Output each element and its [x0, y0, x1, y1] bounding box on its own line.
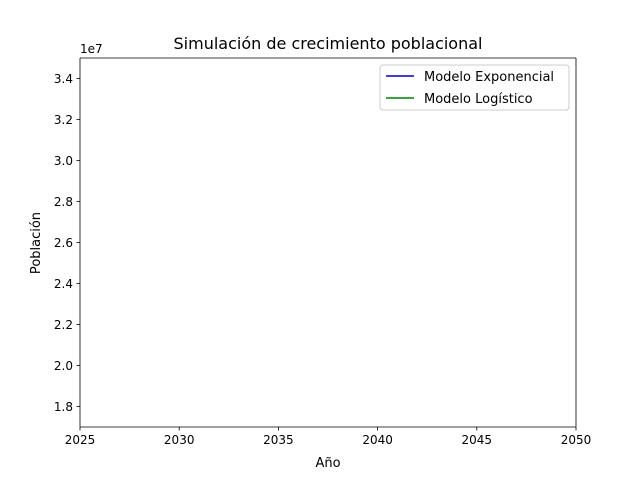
y-offset-label: 1e7 [80, 42, 103, 56]
y-tick-label: 1.8 [54, 400, 73, 414]
chart-title: Simulación de crecimiento poblacional [174, 34, 483, 53]
x-tick-label: 2035 [263, 433, 294, 447]
y-axis-label: Población [29, 212, 44, 274]
x-tick-label: 2050 [561, 433, 592, 447]
legend-box [379, 64, 570, 111]
y-tick-label: 3.4 [54, 72, 73, 86]
y-tick-label: 2.6 [54, 236, 73, 250]
plot-area [80, 58, 576, 427]
y-tick-label: 3.0 [54, 154, 73, 168]
legend-label-logistico: Modelo Logístico [424, 92, 533, 107]
y-tick-label: 3.2 [54, 113, 73, 127]
legend-label-exponencial: Modelo Exponencial [424, 70, 554, 85]
x-tick-label: 2040 [362, 433, 393, 447]
x-tick-label: 2025 [65, 433, 96, 447]
y-tick-label: 2.4 [54, 277, 73, 291]
y-axis-ticks: 1.8 2.0 2.2 2.4 2.6 2.8 3.0 3.2 3.4 [54, 72, 80, 414]
y-tick-label: 2.8 [54, 195, 73, 209]
x-axis-ticks: 2025 2030 2035 2040 2045 2050 [65, 427, 592, 447]
x-tick-label: 2030 [164, 433, 195, 447]
x-axis-label: Año [315, 456, 340, 471]
legend: Modelo Exponencial Modelo Logístico [379, 64, 570, 111]
y-tick-label: 2.2 [54, 318, 73, 332]
x-tick-label: 2045 [462, 433, 493, 447]
y-tick-label: 2.0 [54, 359, 73, 373]
